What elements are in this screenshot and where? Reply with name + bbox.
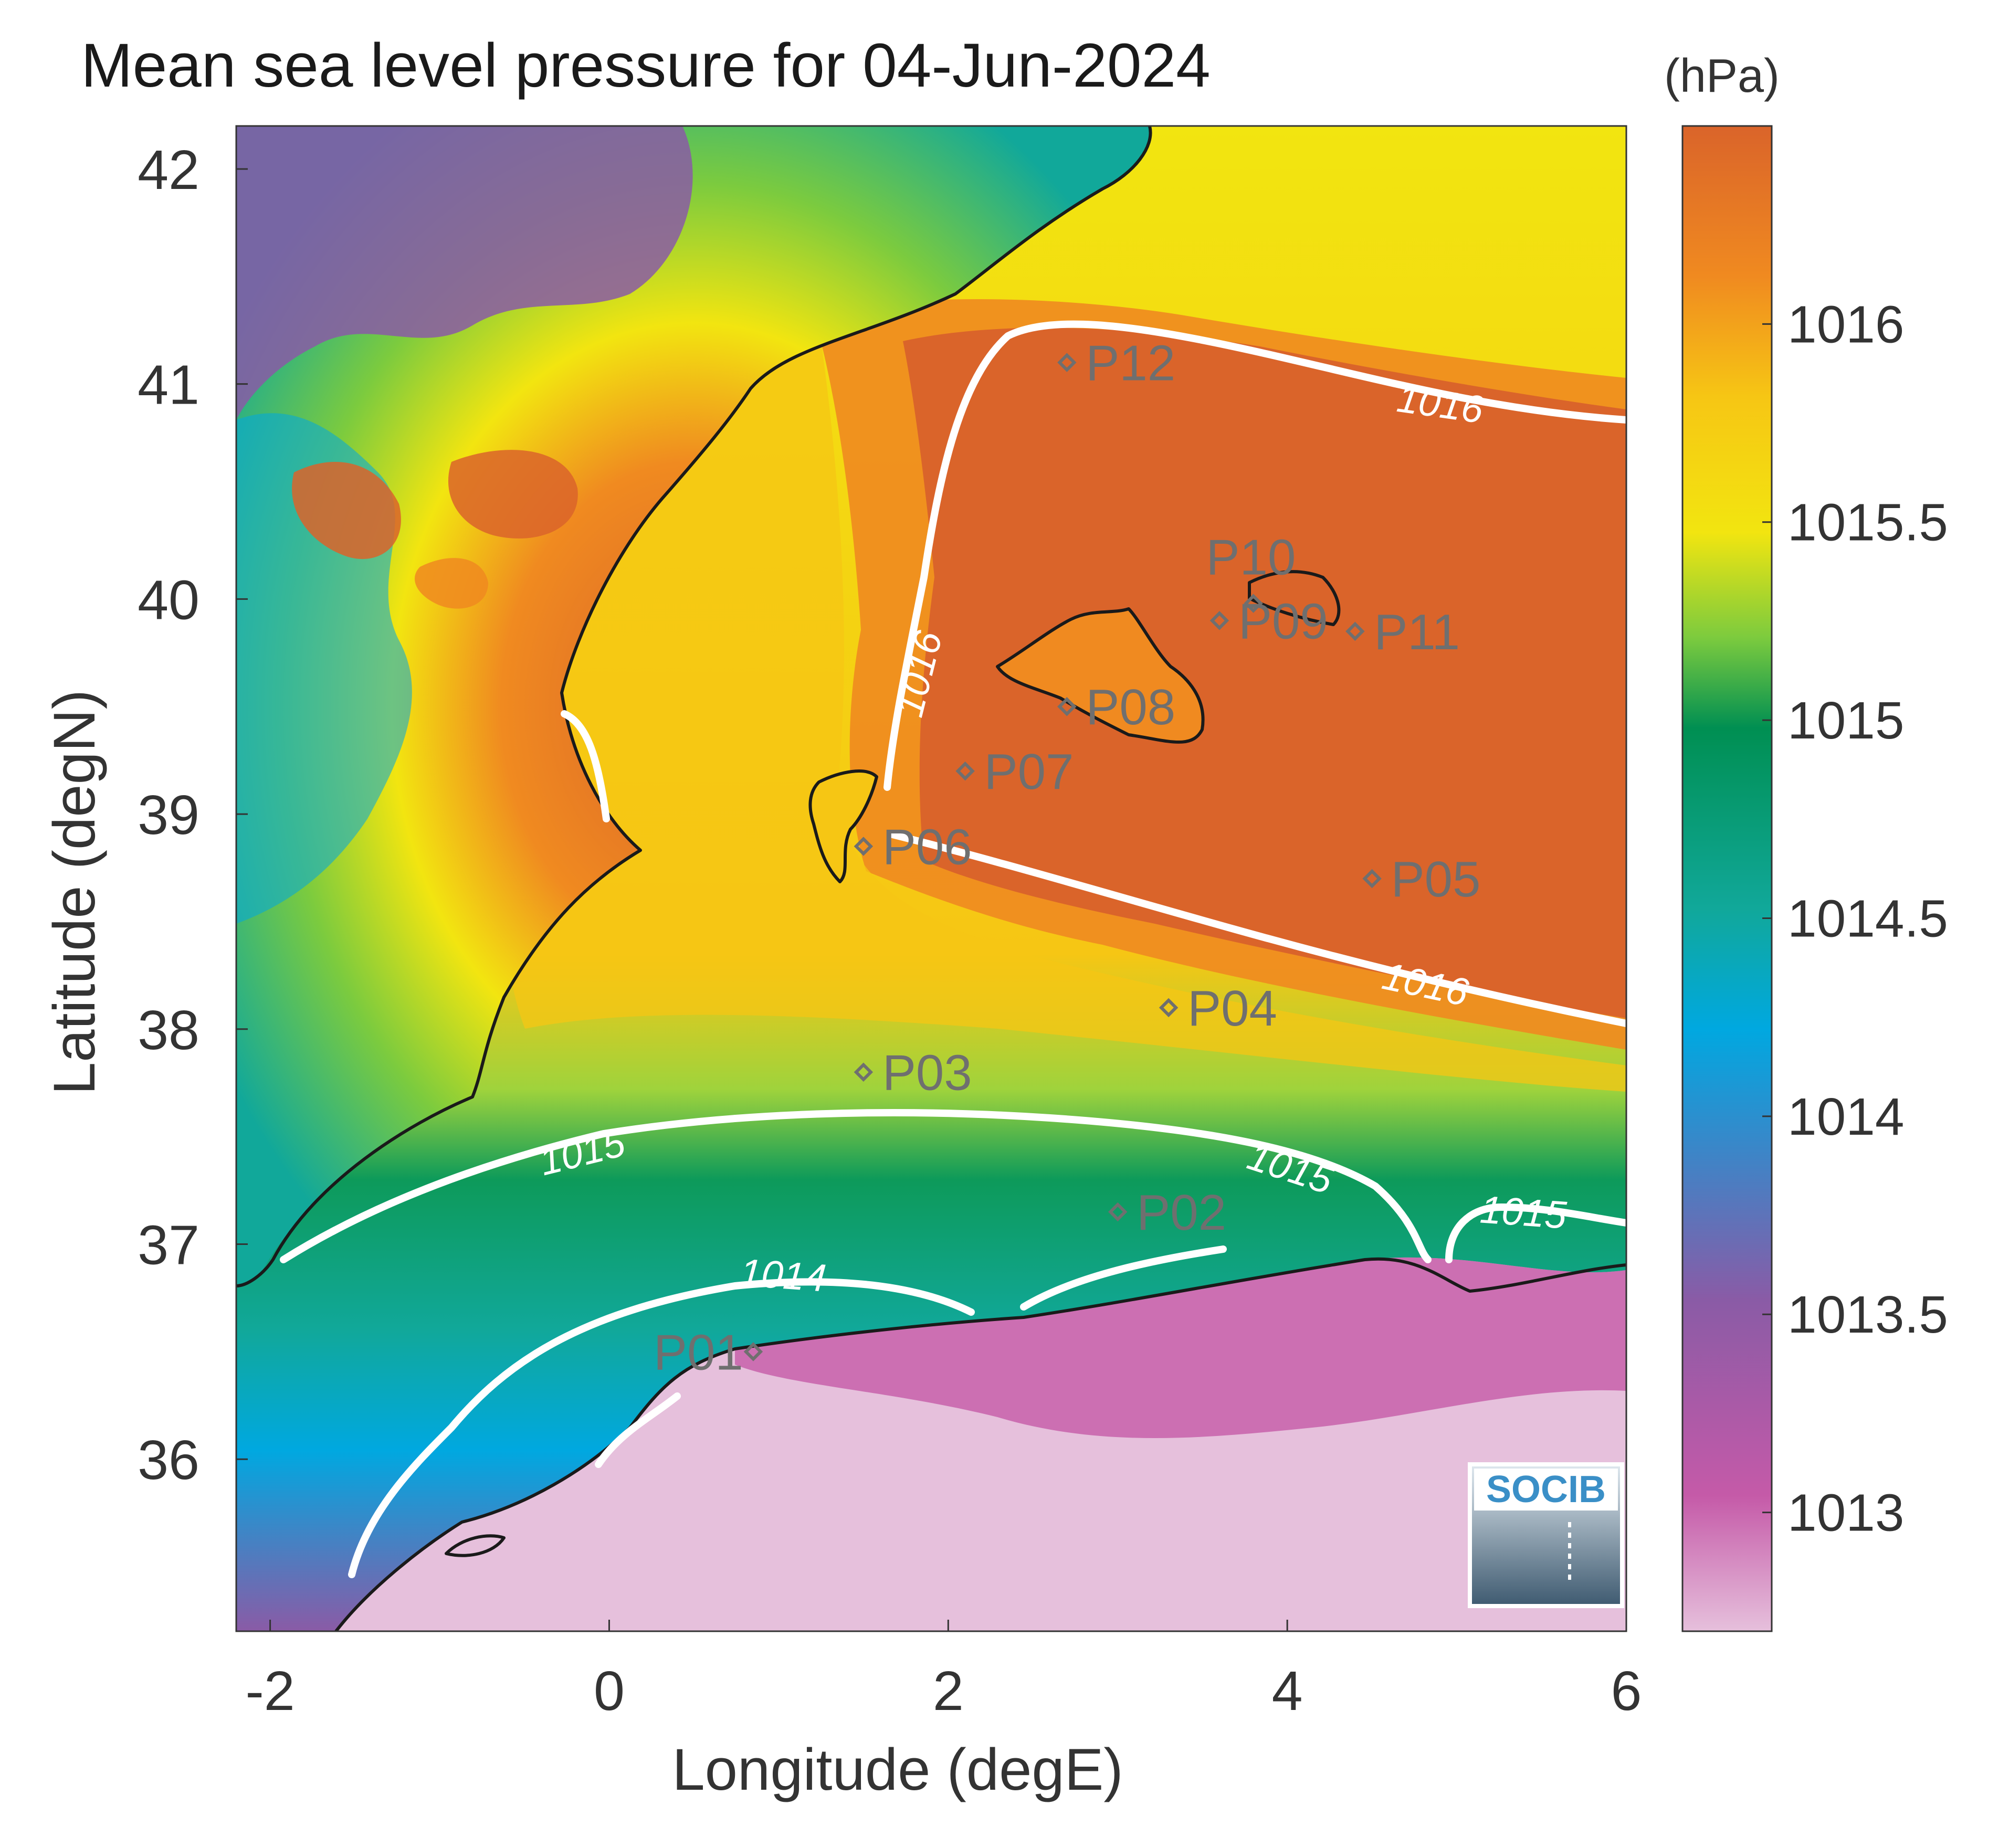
contour-1016-upper <box>883 320 1626 791</box>
iberia-coastline <box>236 126 1152 1287</box>
station-marker <box>1209 611 1229 630</box>
yellow-band <box>503 300 1626 1092</box>
station-marker <box>1159 998 1179 1018</box>
iberia-interior-low <box>236 126 693 420</box>
colorbar-tick-label: 1013.5 <box>1787 1285 1948 1344</box>
map-plot-area: 1016 1016 1016 1015 1015 1015 1014 P01P0… <box>236 126 1626 1631</box>
contour-1016-west <box>561 710 610 822</box>
contour-1014-coast <box>595 1392 681 1468</box>
y-tick-label: 39 <box>138 784 199 846</box>
socib-logo: SOCIB <box>1468 1462 1624 1608</box>
y-axis-ticks: 36 37 38 39 40 41 42 <box>138 139 248 1491</box>
contour-1014-east <box>1020 1245 1227 1311</box>
plot-frame <box>235 125 1627 1632</box>
colorbar-tick-label: 1015 <box>1787 691 1904 750</box>
iberia-highland-1 <box>292 462 401 559</box>
africa-coastline <box>334 1257 1626 1631</box>
colorbar-tick-label: 1015.5 <box>1787 493 1948 552</box>
station-marker <box>743 1342 763 1361</box>
colorbar-tick-label: 1014 <box>1787 1087 1904 1146</box>
station-label: P10 <box>1206 530 1296 586</box>
y-axis-label: Latitude (degN) <box>41 690 107 1095</box>
station-label: P11 <box>1374 604 1460 660</box>
contour-label-1015c: 1015 <box>1479 1187 1569 1237</box>
iberia-land <box>236 126 1151 1286</box>
station-marker <box>1057 353 1077 372</box>
colorbar <box>1681 125 1773 1632</box>
station-label: P08 <box>1086 679 1175 735</box>
station-marker <box>1244 594 1263 613</box>
x-tick-label: 4 <box>1272 1660 1303 1722</box>
colorbar-tick-label: 1014.5 <box>1787 889 1948 948</box>
ibiza-coastline <box>808 769 878 883</box>
y-tick-label: 38 <box>138 999 199 1061</box>
x-tick-label: -2 <box>245 1660 294 1722</box>
x-tick-label: 2 <box>933 1660 964 1722</box>
africa-coastal-low <box>735 1257 1626 1438</box>
y-tick-label: 37 <box>138 1215 199 1276</box>
socib-logo-text: SOCIB <box>1486 1469 1606 1511</box>
colorbar-tick-label: 1013 <box>1787 1484 1904 1543</box>
station-label: P07 <box>984 744 1074 800</box>
high-pressure-core <box>903 328 1626 1018</box>
x-axis-label: Longitude (degE) <box>672 1737 1123 1802</box>
map-title: Mean sea level pressure for 04-Jun-2024 <box>81 31 1210 100</box>
contour-1015-east <box>1445 1203 1626 1263</box>
x-axis-ticks: -2 0 2 4 6 <box>245 1620 1642 1722</box>
station-label: P04 <box>1187 980 1277 1037</box>
station-label: P09 <box>1238 593 1328 649</box>
contour-1015 <box>280 1109 1432 1263</box>
y-tick-label: 40 <box>138 569 199 631</box>
station-marker <box>1057 696 1077 716</box>
station-marker <box>854 837 874 856</box>
y-tick-label: 42 <box>138 139 199 201</box>
station-marker <box>854 1062 874 1082</box>
station-label: P02 <box>1137 1185 1226 1241</box>
menorca-island <box>1249 572 1339 625</box>
station-marker <box>1345 621 1365 641</box>
station-marker <box>1108 1202 1128 1222</box>
colorbar-tick-label: 1016 <box>1787 295 1904 354</box>
station-label: P05 <box>1391 851 1481 907</box>
y-tick-label: 36 <box>138 1429 199 1491</box>
station-marker <box>1362 869 1382 889</box>
station-label: P01 <box>654 1324 743 1380</box>
contour-1014 <box>348 1278 975 1578</box>
y-tick-label: 41 <box>138 354 199 416</box>
station-label: P03 <box>882 1045 972 1101</box>
x-tick-label: 0 <box>594 1660 625 1722</box>
station-label: P12 <box>1086 335 1175 392</box>
iberia-highland-2 <box>448 450 578 538</box>
ibiza-island <box>810 771 877 882</box>
contour-label-1014: 1014 <box>739 1250 828 1300</box>
x-tick-label: 6 <box>1611 1660 1642 1722</box>
alboran-island-coastline <box>445 1534 506 1557</box>
colorbar-unit: (hPa) <box>1664 50 1780 102</box>
contour-1016-lower <box>889 831 1626 1027</box>
colorbar-ticks: 1013 1013.5 1014 1014.5 1015 1015.5 1016 <box>1762 295 1948 1543</box>
station-label: P06 <box>882 819 972 875</box>
iberia-highland-3 <box>415 558 488 609</box>
station-marker <box>955 761 975 781</box>
menorca-coastline <box>1248 570 1341 626</box>
